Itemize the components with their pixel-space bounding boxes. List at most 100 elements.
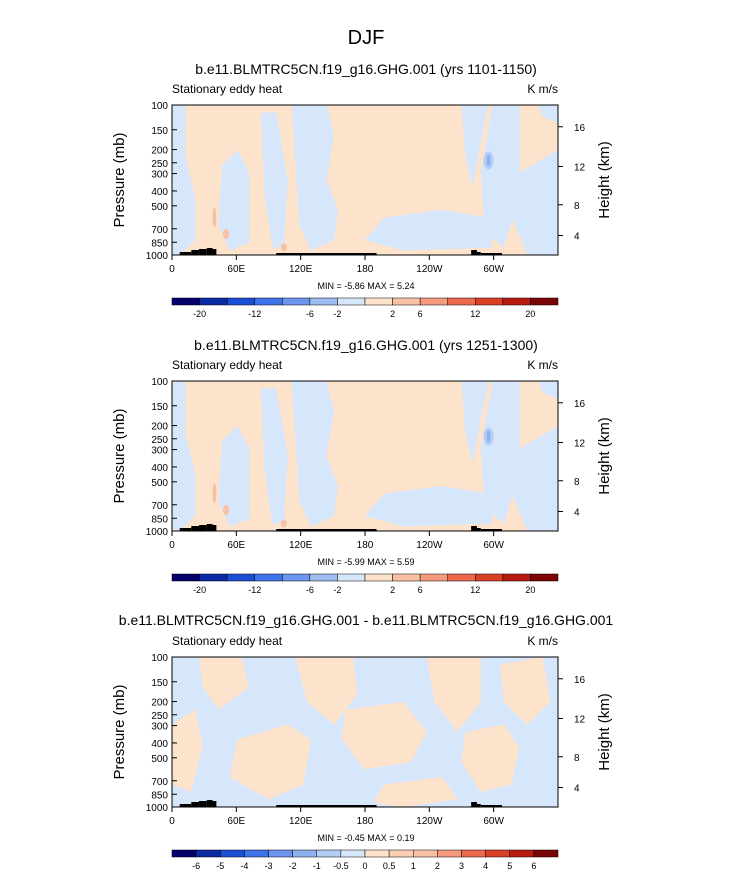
colorbar-box	[530, 297, 559, 306]
colorbar-label: -6	[306, 585, 314, 595]
x-tick-label: 60E	[227, 816, 245, 827]
topography-bar	[191, 802, 200, 807]
field-contour	[341, 702, 427, 770]
y-tick-label: 500	[151, 478, 168, 489]
y-right-tick-label: 8	[574, 477, 580, 488]
x-tick-label: 120E	[289, 264, 313, 275]
field-contour	[511, 426, 558, 531]
y-right-tick-label: 12	[574, 163, 586, 174]
topography-bar	[476, 528, 481, 531]
y-tick-label: 400	[151, 739, 168, 750]
y-right-axis-title: Height (km)	[596, 141, 613, 219]
colorbar-box	[226, 573, 255, 582]
field-contour	[461, 724, 520, 792]
y-tick-label: 1000	[146, 251, 169, 262]
colorbar-label: -20	[193, 309, 206, 319]
colorbar-box	[309, 573, 338, 582]
topography-bar	[310, 805, 377, 807]
colorbar-label: 0.5	[383, 861, 396, 871]
colorbar-label: 2	[390, 585, 395, 595]
colorbar-label: -2	[289, 861, 297, 871]
colorbar-label: -4	[240, 861, 248, 871]
y-axis-title: Pressure (mb)	[111, 408, 128, 503]
topography-bar	[199, 525, 207, 531]
colorbar-box	[502, 297, 531, 306]
field-contour	[426, 657, 481, 732]
panel-title: b.e11.BLMTRC5CN.f19_g16.GHG.001 - b.e11.…	[119, 612, 614, 628]
y-axis-title: Pressure (mb)	[111, 684, 128, 779]
colorbar-box	[447, 573, 476, 582]
colorbar-label: 12	[470, 585, 480, 595]
y-tick-label: 400	[151, 187, 168, 198]
x-tick-label: 120W	[416, 816, 443, 827]
colorbar-box	[502, 573, 531, 582]
y-tick-label: 300	[151, 722, 168, 733]
topography-bar	[471, 526, 477, 531]
colorbar-box	[340, 849, 366, 858]
y-tick-label: 200	[151, 146, 168, 157]
x-tick-label: 180	[357, 816, 374, 827]
y-right-tick-label: 16	[574, 123, 586, 134]
colorbar-box	[419, 573, 448, 582]
colorbar-box	[309, 297, 338, 306]
field-contour	[538, 105, 558, 123]
contour-field	[172, 657, 558, 807]
field-contour	[295, 657, 358, 725]
panel-left-label: Stationary eddy heat	[172, 358, 283, 372]
y-axis-title: Pressure (mb)	[111, 132, 128, 227]
y-right-tick-label: 12	[574, 715, 586, 726]
y-tick-label: 400	[151, 463, 168, 474]
panel-1: b.e11.BLMTRC5CN.f19_g16.GHG.001 (yrs 110…	[111, 61, 613, 319]
y-tick-label: 500	[151, 202, 168, 213]
field-contour	[511, 150, 558, 255]
y-tick-label: 100	[151, 653, 168, 664]
field-maximum	[212, 483, 217, 504]
x-tick-label: 180	[357, 540, 374, 551]
colorbar-box	[364, 297, 393, 306]
field-contour	[229, 724, 311, 800]
field-maximum	[212, 207, 217, 228]
y-tick-label: 1000	[146, 527, 169, 538]
y-tick-label: 100	[151, 377, 168, 388]
topography-bar	[199, 801, 207, 807]
field-contour	[291, 381, 338, 527]
panel-title: b.e11.BLMTRC5CN.f19_g16.GHG.001 (yrs 125…	[194, 337, 538, 353]
min-max-stats: MIN = -5.86 MAX = 5.24	[317, 281, 414, 291]
colorbar: -6 -5 -4 -3 -2 -1 -0.5 0 0.5 1 2 3 4 5 6	[171, 849, 559, 871]
colorbar-label: 2	[435, 861, 440, 871]
colorbar-box	[475, 297, 504, 306]
field-minimum	[486, 430, 491, 443]
y-tick-label: 150	[151, 126, 168, 137]
field-contour	[172, 709, 203, 792]
y-tick-label: 200	[151, 698, 168, 709]
field-contour	[365, 210, 493, 251]
colorbar-box	[475, 573, 504, 582]
colorbar-box	[364, 849, 390, 858]
field-contour	[260, 112, 288, 248]
y-right-tick-label: 16	[574, 675, 586, 686]
topography-bar	[471, 250, 477, 255]
colorbar-label: 3	[459, 861, 464, 871]
panel-right-label: K m/s	[527, 358, 558, 372]
field-contour	[218, 150, 250, 251]
colorbar-label: -6	[192, 861, 200, 871]
colorbar-label: 0	[362, 861, 367, 871]
y-tick-label: 500	[151, 754, 168, 765]
field-contour	[260, 388, 288, 524]
panel-left-label: Stationary eddy heat	[172, 634, 283, 648]
topography-bar	[276, 529, 311, 531]
colorbar-box	[282, 573, 311, 582]
x-tick-label: 0	[169, 540, 175, 551]
panel-3: b.e11.BLMTRC5CN.f19_g16.GHG.001 - b.e11.…	[111, 612, 613, 871]
field-contour	[291, 105, 338, 251]
y-right-tick-label: 4	[574, 784, 580, 795]
x-tick-label: 120E	[289, 540, 313, 551]
topography-bar	[179, 528, 192, 531]
topography-bar	[206, 800, 213, 807]
y-right-axis-title: Height (km)	[596, 417, 613, 495]
colorbar-box	[316, 849, 342, 858]
colorbar-box	[533, 849, 559, 858]
colorbar-box	[419, 297, 448, 306]
colorbar-label: -1	[313, 861, 321, 871]
topography-bar	[212, 249, 217, 255]
